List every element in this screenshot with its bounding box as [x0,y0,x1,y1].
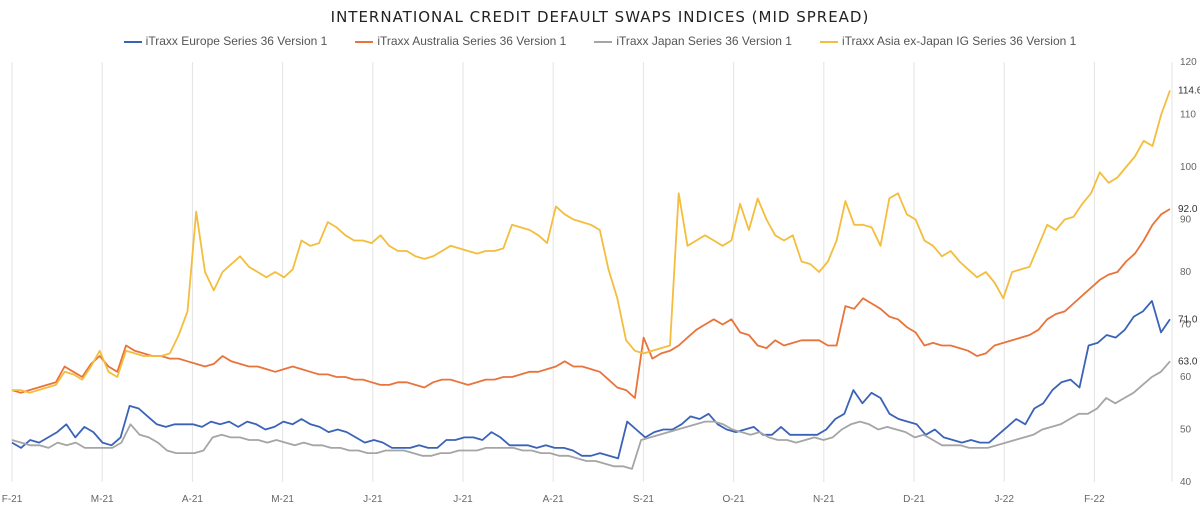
x-tick-label: M-21 [91,494,114,505]
legend-swatch [355,40,374,43]
series-end-label: 92.0 [1178,204,1198,215]
y-tick-label: 90 [1180,215,1192,226]
chart-title: INTERNATIONAL CREDIT DEFAULT SWAPS INDIC… [330,8,870,26]
series-line [11,208,1171,399]
series-end-label: 71.0 [1178,314,1198,325]
x-tick-label: A-21 [182,494,204,505]
series-end-label: 114.6 [1178,85,1200,96]
x-tick-label: F-22 [1084,494,1105,505]
legend-item: iTraxx Europe Series 36 Version 1 [123,34,328,48]
legend-label: iTraxx Australia Series 36 Version 1 [377,34,567,48]
legend-swatch [819,40,838,43]
legend-swatch [123,40,142,43]
series-line [11,299,1171,460]
legend-item: iTraxx Australia Series 36 Version 1 [355,34,566,48]
x-tick-label: J-21 [453,494,473,505]
x-tick-label: D-21 [903,494,925,505]
legend-item: iTraxx Japan Series 36 Version 1 [594,34,792,48]
y-tick-label: 120 [1180,57,1197,68]
x-tick-label: N-21 [813,494,835,505]
series-end-label: 63.0 [1178,356,1198,367]
legend-swatch [594,40,613,43]
x-tick-label: F-21 [2,494,23,505]
x-tick-label: O-21 [722,494,745,505]
series-line [11,360,1171,470]
y-tick-label: 100 [1180,162,1197,173]
series-line [12,90,1171,394]
chart-legend: iTraxx Europe Series 36 Version 1 iTraxx … [0,34,1200,48]
x-tick-label: A-21 [543,494,565,505]
x-tick-label: S-21 [633,494,655,505]
y-tick-label: 70 [1180,320,1192,331]
y-tick-label: 40 [1180,477,1192,488]
x-tick-label: M-21 [271,494,294,505]
y-tick-label: 50 [1180,425,1192,436]
y-tick-label: 60 [1180,372,1192,383]
y-tick-label: 80 [1180,267,1192,278]
legend-label: iTraxx Europe Series 36 Version 1 [145,34,328,48]
legend-label: iTraxx Asia ex-Japan IG Series 36 Versio… [841,34,1077,48]
x-tick-label: J-22 [994,494,1014,505]
legend-label: iTraxx Japan Series 36 Version 1 [616,34,792,48]
x-tick-label: J-21 [363,494,383,505]
legend-item: iTraxx Asia ex-Japan IG Series 36 Versio… [819,34,1077,48]
y-tick-label: 110 [1180,110,1196,121]
